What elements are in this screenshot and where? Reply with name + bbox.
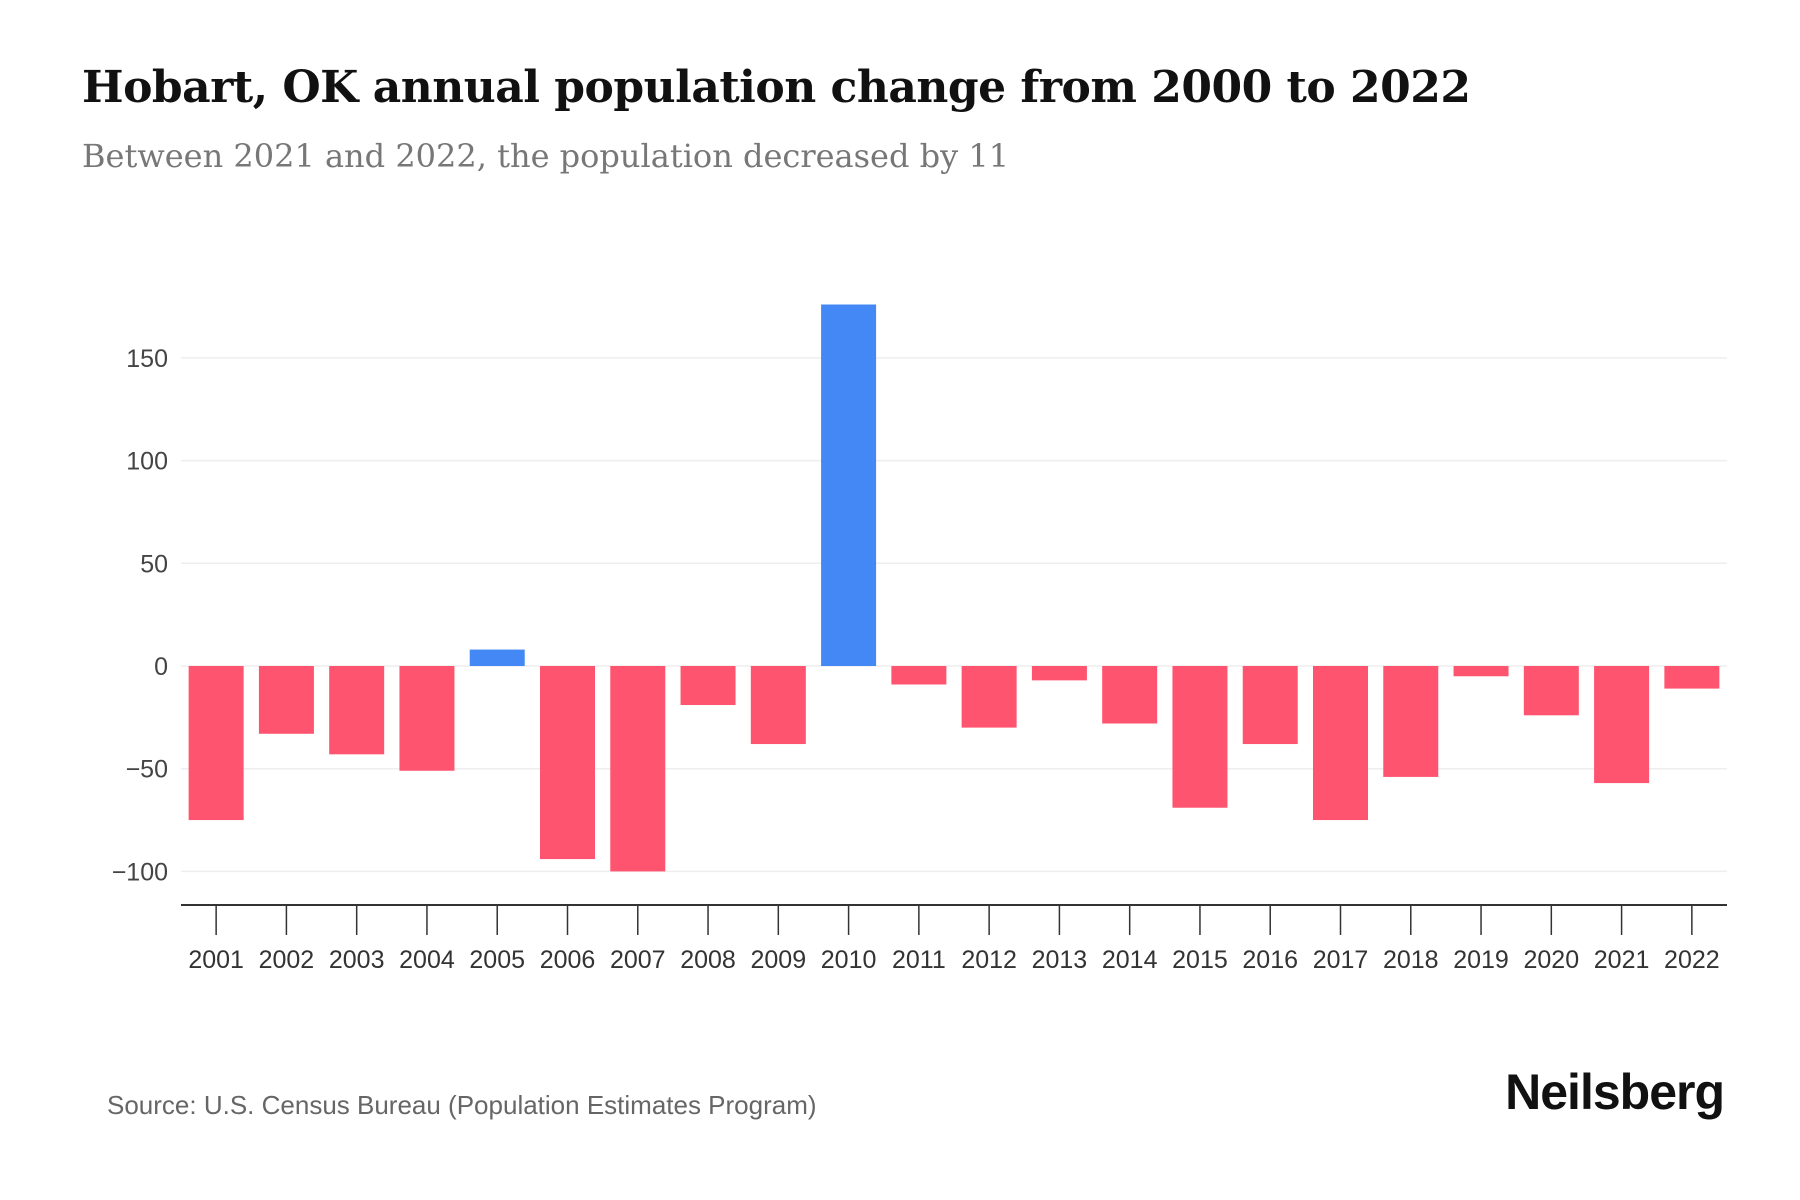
x-tick-label: 2013 [1032, 946, 1088, 974]
x-tick-label: 2009 [751, 946, 807, 974]
y-tick-label: 50 [140, 550, 168, 578]
x-tick-label: 2015 [1172, 946, 1228, 974]
bar-2006 [540, 666, 595, 860]
bar-2020 [1523, 666, 1579, 716]
x-tick-label: 2017 [1313, 946, 1369, 974]
x-tick-label: 2001 [188, 946, 244, 974]
y-tick-label: 100 [126, 448, 168, 476]
bar-2017 [1313, 666, 1368, 821]
x-tick-label: 2022 [1664, 946, 1720, 974]
bar-2007 [610, 666, 666, 872]
x-tick-label: 2003 [329, 946, 385, 974]
y-tick-label: 150 [126, 345, 168, 373]
chart-title: Hobart, OK annual population change from… [82, 62, 1471, 113]
source-note: Source: U.S. Census Bureau (Population E… [107, 1090, 817, 1120]
bar-2021 [1594, 666, 1650, 784]
x-tick-label: 2020 [1524, 946, 1580, 974]
bar-2002 [258, 666, 314, 734]
x-tick-label: 2012 [961, 946, 1017, 974]
bar-2018 [1383, 666, 1439, 777]
x-tick-label: 2016 [1242, 946, 1298, 974]
x-tick-label: 2018 [1383, 946, 1439, 974]
bar-2016 [1242, 666, 1298, 745]
x-tick-label: 2019 [1453, 946, 1509, 974]
bar-2005 [469, 649, 525, 666]
bar-2010 [821, 304, 877, 666]
y-tick-label: −50 [126, 756, 168, 784]
bar-2014 [1102, 666, 1158, 724]
bar-2019 [1453, 666, 1509, 677]
x-tick-label: 2008 [680, 946, 736, 974]
y-tick-label: −100 [112, 858, 168, 886]
bar-2004 [399, 666, 455, 771]
x-tick-label: 2011 [892, 946, 946, 974]
bar-2001 [188, 666, 244, 821]
bar-2015 [1172, 666, 1228, 808]
x-tick-label: 2007 [610, 946, 666, 974]
x-tick-label: 2006 [540, 946, 596, 974]
neilsberg-logo: Neilsberg [1505, 1064, 1725, 1120]
bar-2013 [1031, 666, 1087, 681]
y-tick-label: 0 [154, 653, 168, 681]
x-tick-label: 2004 [399, 946, 455, 974]
x-tick-label: 2010 [821, 946, 877, 974]
x-tick-label: 2014 [1102, 946, 1158, 974]
bar-2022 [1664, 666, 1720, 689]
bar-2009 [750, 666, 806, 745]
x-tick-label: 2002 [259, 946, 315, 974]
chart-subtitle: Between 2021 and 2022, the population de… [82, 137, 1010, 175]
bar-2003 [329, 666, 385, 755]
bar-2012 [961, 666, 1017, 728]
bar-2008 [680, 666, 736, 706]
bar-2011 [891, 666, 947, 685]
x-tick-label: 2005 [469, 946, 525, 974]
x-tick-label: 2021 [1594, 946, 1650, 974]
